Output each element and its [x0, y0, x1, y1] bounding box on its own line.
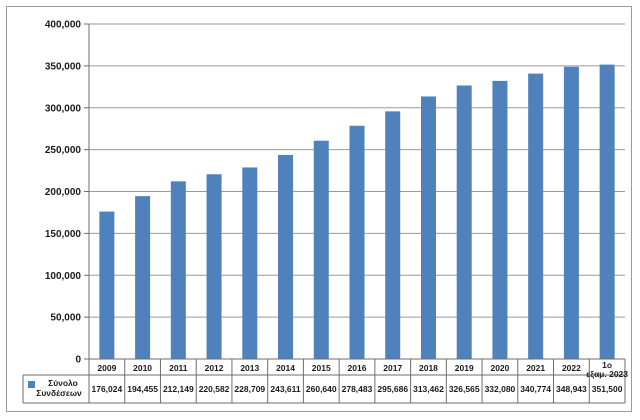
data-label: 228,709 [234, 384, 265, 394]
bar [135, 196, 151, 359]
data-label: 332,080 [485, 384, 516, 394]
bar [420, 96, 436, 359]
x-category-label: 1o εξαμ. 2023 [586, 360, 628, 379]
bar [528, 73, 544, 359]
x-category-label: 2012 [205, 363, 224, 373]
x-category-label: 2017 [383, 363, 402, 373]
bar-chart: 0 50,000 100,000 150,000 200,000 250,000 300,0… [22, 20, 628, 404]
y-tick-label: 300,000 [45, 103, 82, 114]
data-label: 194,455 [127, 384, 158, 394]
x-category-label: 2021 [526, 363, 545, 373]
bar [278, 154, 294, 359]
data-label: 313,462 [413, 384, 444, 394]
x-category-label: 2009 [97, 363, 116, 373]
chart-frame: 0 50,000 100,000 150,000 200,000 250,000 300,0… [6, 6, 632, 412]
y-tick-label: 50,000 [50, 313, 81, 324]
y-tick-label: 150,000 [45, 229, 82, 240]
y-tick-label: 400,000 [45, 20, 82, 31]
x-category-label: 2018 [419, 363, 438, 373]
bar [99, 211, 115, 359]
legend-swatch [28, 381, 35, 388]
x-category-label: 2013 [240, 363, 259, 373]
y-axis: 0 50,000 100,000 150,000 200,000 250,000 300,0… [45, 20, 90, 366]
y-tick-label: 250,000 [45, 145, 82, 156]
bar [385, 111, 401, 359]
x-category-label: 2022 [562, 363, 581, 373]
data-label: 176,024 [91, 384, 122, 394]
bar [563, 66, 579, 359]
bar [599, 64, 615, 360]
x-category-label: 2016 [348, 363, 367, 373]
x-category-label: 2011 [169, 363, 188, 373]
legend-entry: Σύνολο Συνδέσεων [36, 378, 82, 398]
x-category-label: 2020 [490, 363, 509, 373]
bar [313, 140, 329, 359]
bar [206, 174, 222, 359]
bar [242, 167, 258, 359]
x-category-label: 2014 [276, 363, 295, 373]
bar [170, 181, 186, 359]
data-label: 326,565 [449, 384, 480, 394]
y-tick-label: 350,000 [45, 61, 82, 72]
y-tick-label: 200,000 [45, 187, 82, 198]
data-label: 220,582 [199, 384, 230, 394]
data-label: 260,640 [306, 384, 337, 394]
x-category-label: 2010 [133, 363, 152, 373]
data-label: 351,500 [592, 384, 623, 394]
y-tick-label: 100,000 [45, 271, 82, 282]
x-category-label: 2019 [455, 363, 474, 373]
data-label: 278,483 [342, 384, 373, 394]
data-label: 243,611 [270, 384, 301, 394]
y-tick-label: 0 [75, 355, 81, 366]
data-table: 2009 2010 2011 2012 2013 2014 2015 2016 2017 2018… [22, 358, 628, 404]
bar [456, 85, 472, 359]
x-category-label: 2015 [312, 363, 331, 373]
bar [349, 125, 365, 360]
data-label: 295,686 [377, 384, 408, 394]
data-label: 212,149 [163, 384, 194, 394]
bars [99, 64, 615, 360]
data-label: 340,774 [520, 384, 551, 394]
data-label: 348,943 [556, 384, 587, 394]
bar [492, 80, 508, 360]
